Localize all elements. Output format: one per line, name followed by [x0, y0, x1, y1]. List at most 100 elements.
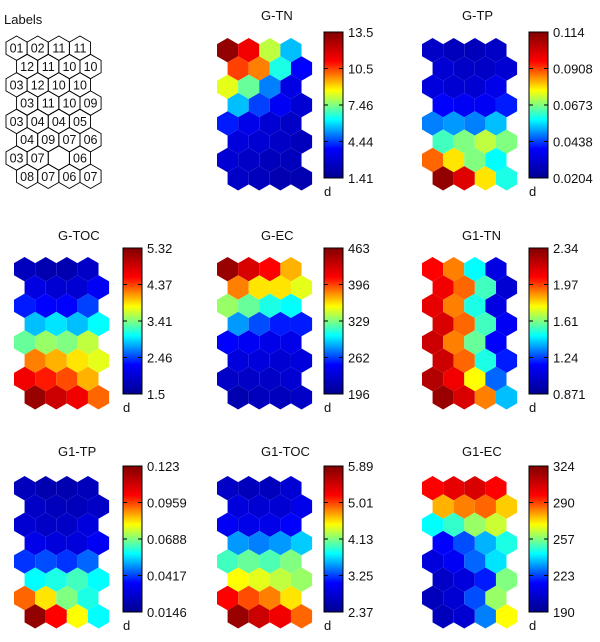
colorbar-unit-label: d — [123, 618, 130, 633]
hex-cell — [259, 512, 281, 537]
hex-cell — [45, 494, 67, 519]
hex-cell — [474, 166, 496, 191]
hex-cell — [24, 311, 46, 337]
colorbar-unit-label: d — [324, 400, 331, 415]
hex-cell — [66, 604, 88, 629]
hex-cell — [280, 330, 302, 355]
hex-cell — [464, 476, 486, 501]
hex-cell — [45, 567, 67, 592]
hex-cell — [227, 56, 249, 81]
hex-cell — [495, 494, 518, 519]
hex-cell — [485, 366, 507, 392]
hex-cell — [24, 567, 46, 592]
hex-cell — [269, 166, 291, 191]
colorbar-tick-label: 5.32 — [147, 241, 172, 256]
hex-cell — [280, 549, 302, 574]
hex-cell — [238, 330, 260, 355]
hex-cell — [485, 147, 507, 173]
hex-cell — [259, 585, 281, 611]
hex-cell — [227, 530, 249, 556]
hex-cell — [259, 366, 281, 392]
colorbar-tick-label: 463 — [348, 241, 370, 256]
hex-cell — [280, 74, 302, 99]
hex-cell — [66, 385, 88, 410]
hex-cell — [217, 257, 239, 282]
hex-cell — [422, 257, 444, 282]
hex-cell — [485, 330, 507, 355]
hex-cell — [248, 56, 270, 81]
hex-cell — [217, 111, 239, 136]
hex-cell — [77, 330, 99, 355]
hex-cell — [290, 348, 313, 373]
hex-cell — [474, 275, 496, 300]
hex-cell — [464, 147, 486, 173]
hex-cell — [87, 530, 110, 556]
hex-cell — [453, 311, 475, 337]
hex-cell — [77, 293, 99, 318]
hex-cell — [56, 585, 78, 611]
heatmap-panel: G1-TP 0.123 0.0959 0.0688 0.0417 0.0146 d — [14, 444, 187, 633]
hex-cell — [495, 385, 518, 410]
hex-cell — [77, 585, 99, 611]
hex-cell — [443, 257, 465, 282]
colorbar-tick-label: 0.0438 — [553, 135, 593, 150]
hex-cell — [227, 494, 249, 519]
colorbar-tick-label: 0.0908 — [553, 62, 593, 77]
hex-cell — [495, 530, 518, 556]
hex-cell — [227, 311, 249, 337]
hex-cell — [464, 585, 486, 611]
panel-title: G1-TN — [462, 228, 501, 243]
colorbar-tick-label: 0.0146 — [147, 605, 187, 620]
hex-cell — [248, 385, 270, 410]
label-hex-text: 04 — [20, 133, 34, 147]
hex-cell — [259, 111, 281, 136]
hex-cell — [422, 366, 444, 392]
hex-cell — [217, 74, 239, 99]
label-hex-text: 10 — [84, 60, 98, 74]
hex-cell — [474, 604, 496, 629]
hex-cell — [269, 494, 291, 519]
hex-cell — [464, 257, 486, 282]
label-hex-text: 03 — [10, 78, 24, 92]
hex-cell — [217, 330, 239, 355]
hex-cell — [269, 92, 291, 118]
colorbar-unit-label: d — [529, 400, 536, 415]
hex-cell — [248, 92, 270, 118]
hex-cell — [290, 567, 313, 592]
hex-cell — [248, 567, 270, 592]
hex-cell — [290, 604, 313, 629]
colorbar-tick-label: 4.13 — [348, 532, 373, 547]
hex-cell — [217, 366, 239, 392]
hex-cell — [453, 348, 475, 373]
hex-cell — [269, 604, 291, 629]
hex-cell — [485, 512, 507, 537]
label-hex-text: 06 — [73, 152, 87, 166]
hex-cell — [290, 56, 313, 81]
colorbar-tick-label: 190 — [553, 605, 575, 620]
heatmap-panel: G-EC 463 396 329 262 196 d — [217, 228, 370, 415]
labels-panel-title: Labels — [4, 12, 43, 27]
hex-cell — [474, 311, 496, 337]
hex-cell — [238, 366, 260, 392]
hex-cell — [453, 129, 475, 154]
hex-cell — [259, 38, 281, 63]
hex-cell — [248, 530, 270, 556]
colorbar-tick-label: 2.46 — [147, 351, 172, 366]
hex-cell — [14, 330, 36, 355]
colorbar-unit-label: d — [123, 400, 130, 415]
hex-cell — [432, 166, 454, 191]
hex-cell — [280, 366, 302, 392]
heatmap-panel: G1-TN 2.34 1.97 1.61 1.24 0.871 d — [422, 228, 586, 415]
hex-cell — [495, 311, 518, 337]
hex-cell — [474, 385, 496, 410]
hex-cell — [432, 385, 454, 410]
hex-cell — [14, 549, 36, 574]
label-hex-text: 05 — [73, 115, 87, 129]
panel-title: G-TOC — [58, 228, 100, 243]
hex-cell — [238, 74, 260, 99]
hex-cell — [495, 275, 518, 300]
hex-cell — [217, 549, 239, 574]
hex-cell — [217, 585, 239, 611]
